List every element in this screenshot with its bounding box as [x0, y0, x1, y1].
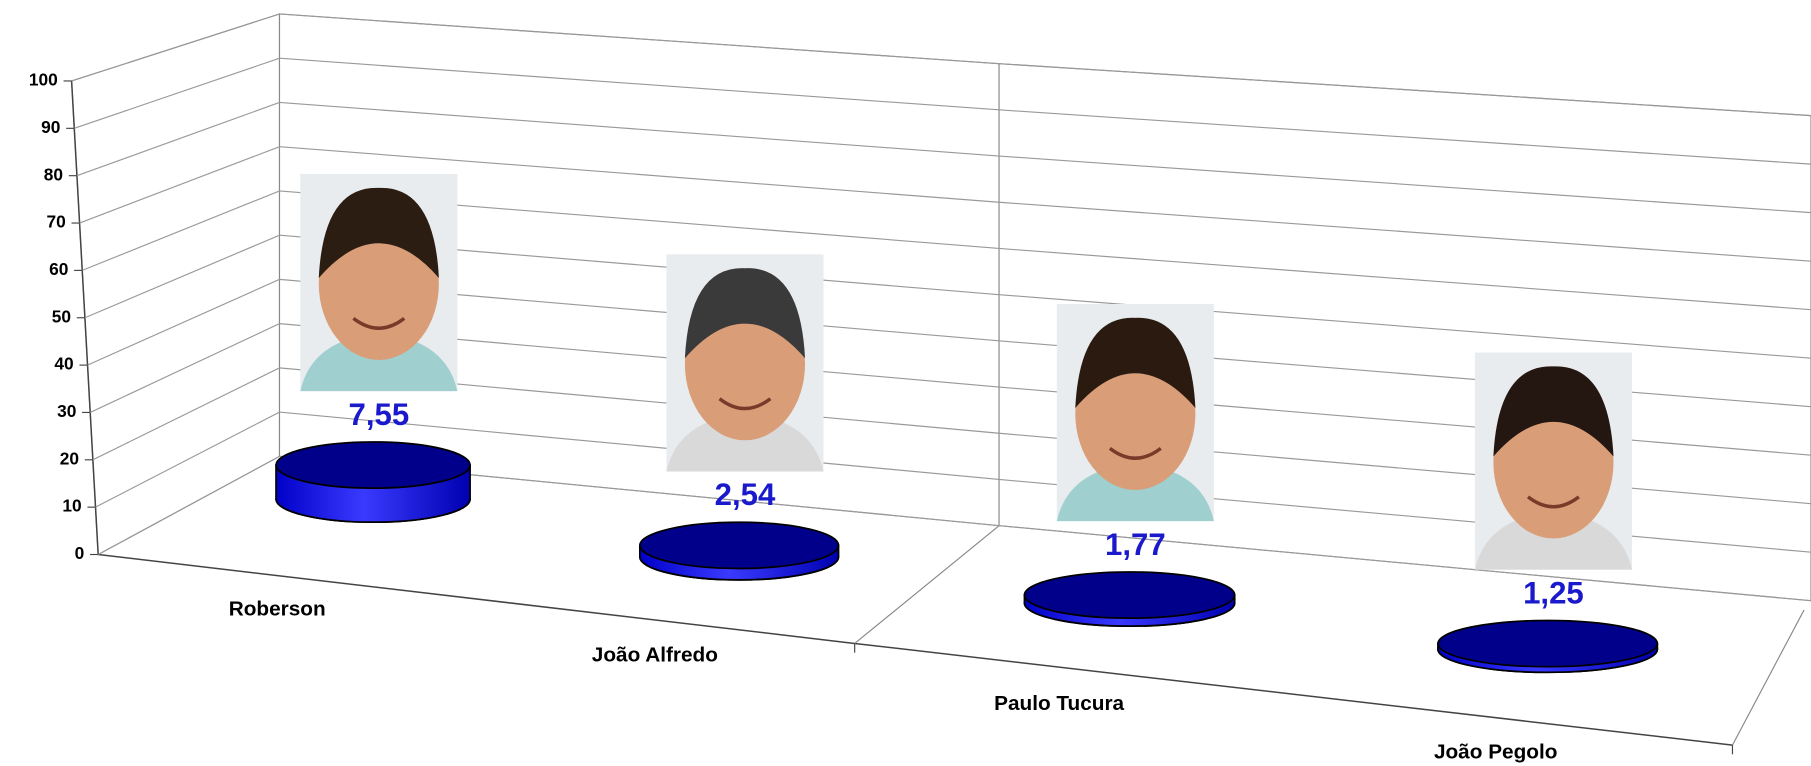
photo-shoulders [1474, 511, 1632, 570]
photo-shoulders [1056, 463, 1214, 522]
photo-smile [718, 397, 772, 411]
cylinder [1023, 571, 1236, 627]
y-tick-label: 50 [52, 306, 71, 326]
photo-smile [1526, 495, 1580, 509]
y-tick-label: 0 [75, 543, 85, 563]
photo-hair [684, 268, 806, 359]
y-tick-label: 70 [46, 212, 65, 232]
y-tick-label: 80 [44, 164, 63, 184]
photo-shoulders [300, 333, 458, 392]
y-tick-label: 60 [49, 259, 68, 279]
photo-smile [352, 316, 406, 330]
candidate-photo [1056, 303, 1214, 522]
cylinder [275, 441, 471, 524]
value-label: 2,54 [715, 477, 776, 512]
x-tick-label: João Pegolo [1434, 741, 1557, 764]
grid-line [97, 455, 1811, 602]
value-label: 7,55 [348, 397, 409, 432]
photo-hair [318, 187, 439, 278]
grid-line [84, 234, 1811, 359]
cylinder-top [638, 521, 840, 570]
photo-smile [1108, 446, 1162, 460]
grid-line [95, 411, 1811, 553]
x-tick-label: João Alfredo [592, 644, 718, 667]
value-label: 1,25 [1523, 575, 1584, 610]
y-tick-label: 100 [29, 70, 58, 90]
grid-line [79, 146, 1811, 262]
grid-line [92, 367, 1811, 505]
y-tick-label: 40 [54, 354, 73, 374]
x-tick-label: Roberson [229, 597, 326, 620]
floor-divider [854, 525, 1000, 644]
grid-line [76, 101, 1811, 214]
photo-hair [1075, 317, 1196, 408]
cylinder [1437, 619, 1659, 674]
grid-line [82, 190, 1811, 311]
grid-line [89, 323, 1811, 456]
cylinder-top [1023, 571, 1236, 620]
candidate-photo [1474, 352, 1632, 570]
photo-shoulders [666, 413, 824, 472]
cylinder-top [275, 441, 471, 490]
grid-line [74, 57, 1811, 165]
floor-divider [1731, 609, 1805, 746]
y-tick-label: 20 [60, 448, 79, 468]
cylinder-top [1437, 619, 1659, 668]
grid-line [71, 13, 1811, 117]
candidate-photo [666, 254, 824, 472]
cylinder [638, 521, 840, 581]
y-tick-label: 90 [41, 117, 60, 137]
value-label: 1,77 [1105, 527, 1166, 562]
y-tick-label: 30 [57, 401, 76, 421]
photo-hair [1493, 366, 1614, 457]
candidate-photo [300, 174, 458, 392]
grid-line [87, 278, 1811, 408]
x-tick-label: Paulo Tucura [994, 692, 1124, 715]
y-tick-label: 10 [62, 496, 81, 516]
